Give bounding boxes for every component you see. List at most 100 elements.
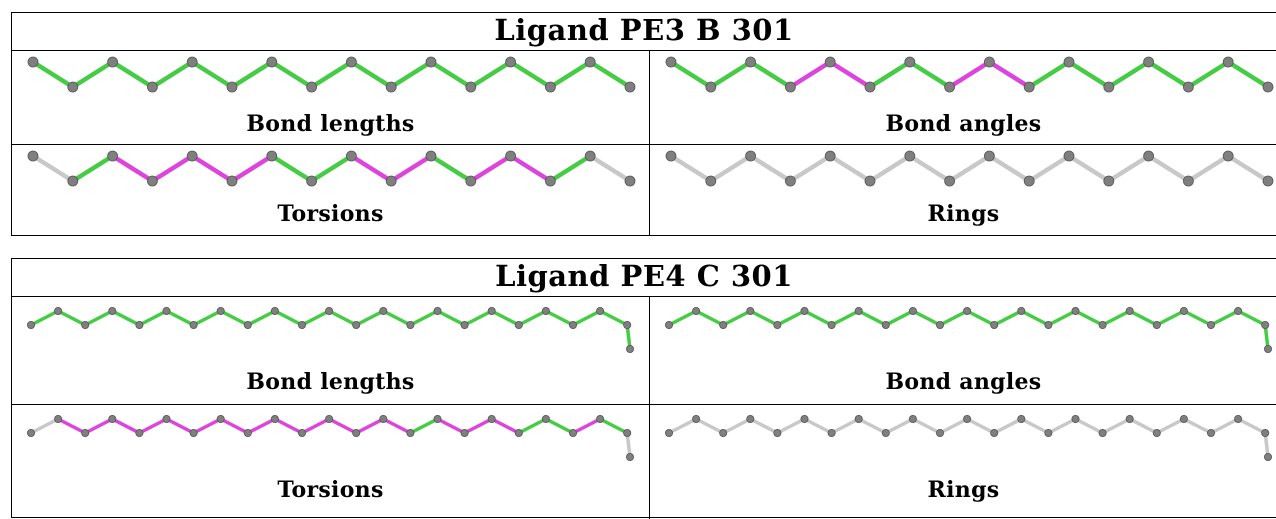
atom [189,320,198,329]
atom [162,414,171,423]
bond [468,153,513,184]
bond [191,417,223,435]
bond [907,59,952,90]
atom [944,175,956,187]
atom [1017,414,1026,423]
atom [216,414,225,423]
atom [1262,81,1274,93]
bond [110,417,142,435]
panel-bond-lengths: Bond lengths [12,51,649,144]
bond [1127,309,1159,327]
atom [990,320,999,329]
bond [1225,153,1271,184]
atom [1207,428,1216,437]
atom [1098,320,1107,329]
atom [379,414,388,423]
bond [30,153,76,184]
atom [352,320,361,329]
atom [824,150,836,162]
bond [354,309,386,327]
bond [164,309,196,327]
ligand-table-pe3: Ligand PE3 B 301 Bond lengths Bond angle… [11,12,1276,236]
bond [829,417,861,435]
atom [541,414,550,423]
bond [856,309,888,327]
bond [867,59,913,90]
atom [584,150,596,162]
bond [571,417,602,435]
bond [788,59,833,90]
bond [544,417,575,435]
atom [596,306,605,315]
bond [428,153,474,184]
bond [548,153,593,184]
bond [56,309,87,327]
bond [327,309,358,327]
atom [904,56,916,68]
bond [992,309,1024,327]
atom [784,175,796,187]
atom [584,56,596,68]
row-divider [12,144,1276,145]
bond [150,153,195,184]
atom [465,81,477,93]
atom [864,175,876,187]
atom [162,306,171,315]
atom [1152,320,1161,329]
atom [800,414,809,423]
atom [514,320,523,329]
bond [150,59,195,90]
bond [856,417,888,435]
atom [854,306,863,315]
bond [381,309,413,327]
bond [667,309,698,327]
atom [406,320,415,329]
bond [587,153,633,184]
bond [965,417,996,435]
atom [487,414,496,423]
atom [345,56,357,68]
atom [719,428,728,437]
bond [309,153,354,184]
atom [664,428,673,437]
atom [460,428,469,437]
bond [508,153,553,184]
atom [135,428,144,437]
bond [273,417,304,435]
atom [460,320,469,329]
bond [110,309,142,327]
atom [596,414,605,423]
bond [1209,309,1240,327]
atom [541,306,550,315]
panel-rings: Rings [650,145,1276,236]
molecule-diagram [665,56,1274,93]
bond [1046,309,1078,327]
bond [829,309,861,327]
bond [1019,417,1051,435]
atom [746,414,755,423]
atom [623,428,632,437]
atom [1103,175,1115,187]
bond [1146,59,1191,90]
bond [667,417,698,435]
atom [226,81,238,93]
bond [884,309,915,327]
atom [385,175,397,187]
atom [569,428,578,437]
atom [26,428,35,437]
atom [784,81,796,93]
bond [947,59,992,90]
bond [775,417,807,435]
atom [745,150,756,162]
bond [30,59,76,90]
bond [349,153,394,184]
atom [54,414,63,423]
molecule-diagram [27,56,636,93]
bond [775,309,807,327]
atom [664,320,673,329]
bond [587,59,633,90]
atom [27,150,39,162]
atom [983,56,995,68]
bond [668,59,714,90]
atom [963,306,972,315]
